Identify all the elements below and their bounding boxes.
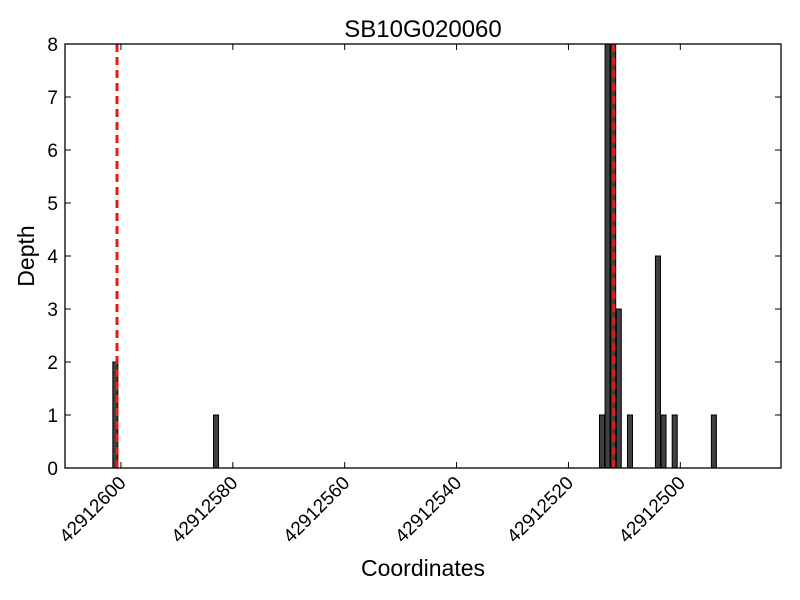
bar-0-1 [213,414,220,469]
bar-0-2 [598,414,606,469]
x-tick-label-2: 42912560 [280,473,355,548]
reference-lines [115,44,616,468]
bar-0-6 [626,414,633,469]
y-axis-ticks: 0 1 2 3 4 5 6 7 8 [47,35,781,480]
chart-title: SB10G020060 [344,16,501,43]
plot-frame [64,43,782,469]
y-tick-label-5: 5 [47,194,58,215]
x-axis-ticks: 42912600 42912580 42912560 42912540 42912520… [56,44,690,547]
x-tick-label-4: 42912520 [503,473,578,548]
x-tick-label-0: 42912600 [56,473,131,548]
x-tick-label-5: 42912500 [615,473,690,548]
y-tick-label-0: 0 [47,459,58,480]
bar-0-8 [660,414,667,469]
y-tick-label-6: 6 [47,141,58,162]
y-tick-label-3: 3 [47,300,58,321]
x-axis-label: Coordinates [361,555,485,581]
y-tick-label-1: 1 [47,406,58,427]
x-tick-label-3: 42912540 [391,473,466,548]
bar-0-10 [710,414,717,469]
y-tick-label-4: 4 [47,247,58,268]
bar-0-9 [671,414,678,469]
bar-0-3 [604,43,611,469]
bar-0-7 [654,255,661,469]
bar-series [112,43,717,469]
y-tick-label-8: 8 [47,35,58,56]
y-tick-label-7: 7 [47,88,58,109]
bar-0-5 [615,308,622,469]
y-tick-label-2: 2 [47,353,58,374]
x-tick-label-1: 42912580 [168,473,243,548]
y-axis-label: Depth [13,225,39,286]
